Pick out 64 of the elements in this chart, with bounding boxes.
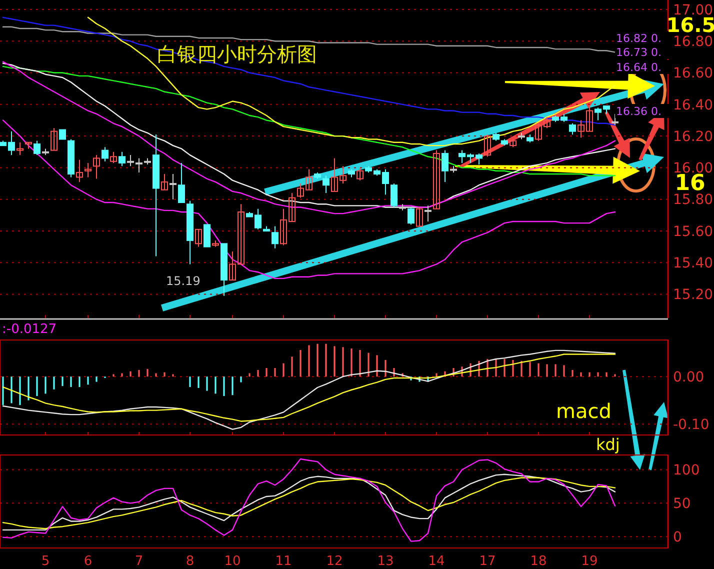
candlestick [442, 150, 448, 182]
candlestick [16, 142, 24, 156]
annotation: 16.64 0. [616, 61, 662, 74]
y-tick-label: 15.20 [673, 287, 714, 304]
y-tick-label: 16.80 [673, 34, 714, 50]
y-tick-label: 15.60 [673, 224, 714, 240]
y-tick-label: -0.10 [673, 416, 710, 433]
y-tick-label: 100 [673, 462, 700, 479]
candlestick [59, 129, 66, 140]
x-tick-label: 6 [84, 554, 92, 569]
annotation: 16.73 0. [616, 46, 662, 59]
candlestick [408, 206, 414, 226]
line-series [2, 458, 616, 542]
candlestick [322, 175, 330, 194]
candlestick [272, 226, 278, 249]
candlestick [76, 159, 83, 182]
candlestick [356, 167, 364, 181]
x-tick-label: 13 [377, 554, 394, 569]
candlestick [204, 224, 210, 248]
y-tick-label: 16.60 [673, 66, 714, 82]
annotation: 16.82 0. [616, 32, 662, 45]
annotation: 16.36 0. [616, 105, 662, 118]
annotation: 15.19 [166, 274, 200, 288]
text: :-0.0127 [2, 322, 57, 337]
candlestick [195, 228, 202, 248]
x-tick-label: 14 [428, 554, 445, 569]
candlestick [484, 134, 491, 158]
annotation: macd [556, 399, 612, 423]
candlestick [178, 162, 185, 204]
candlestick [433, 150, 440, 210]
y-tick-label: 16.40 [673, 97, 714, 114]
x-tick-label: 17 [479, 554, 496, 569]
x-tick-label: 10 [224, 554, 241, 569]
x-tick-label: 11 [275, 554, 292, 569]
candlestick [416, 206, 423, 227]
candlestick [612, 113, 618, 126]
x-tick-label: 12 [326, 554, 343, 569]
x-tick-label: 19 [581, 554, 598, 569]
candlestick [102, 146, 108, 162]
annotation: kdj [596, 435, 620, 454]
x-tick-label: 18 [530, 554, 547, 569]
y-tick-label: 0 [673, 530, 682, 546]
candlestick [424, 205, 432, 222]
candlestick [118, 151, 126, 167]
candlestick [93, 154, 100, 180]
x-tick-label: 8 [186, 554, 194, 569]
candlestick [50, 128, 58, 151]
candlestick [34, 140, 40, 156]
candlestick [84, 162, 92, 178]
y-tick-label: 16.20 [673, 128, 714, 145]
y-tick-label: 15.80 [673, 192, 714, 208]
candlestick [110, 151, 117, 164]
line-series [2, 66, 616, 176]
y-tick-label: 0.00 [673, 369, 704, 386]
y-tick-label: 15.40 [673, 256, 714, 272]
candlestick [161, 174, 168, 190]
line-series [87, 16, 616, 146]
y-tick-label: 50 [673, 496, 691, 512]
x-tick-label: 7 [134, 554, 144, 569]
candlestick [390, 183, 398, 208]
y-tick-label: 17.00 [673, 2, 714, 18]
x-tick-label: 5 [41, 554, 50, 569]
candlestick [569, 122, 576, 135]
candlestick [170, 174, 176, 200]
